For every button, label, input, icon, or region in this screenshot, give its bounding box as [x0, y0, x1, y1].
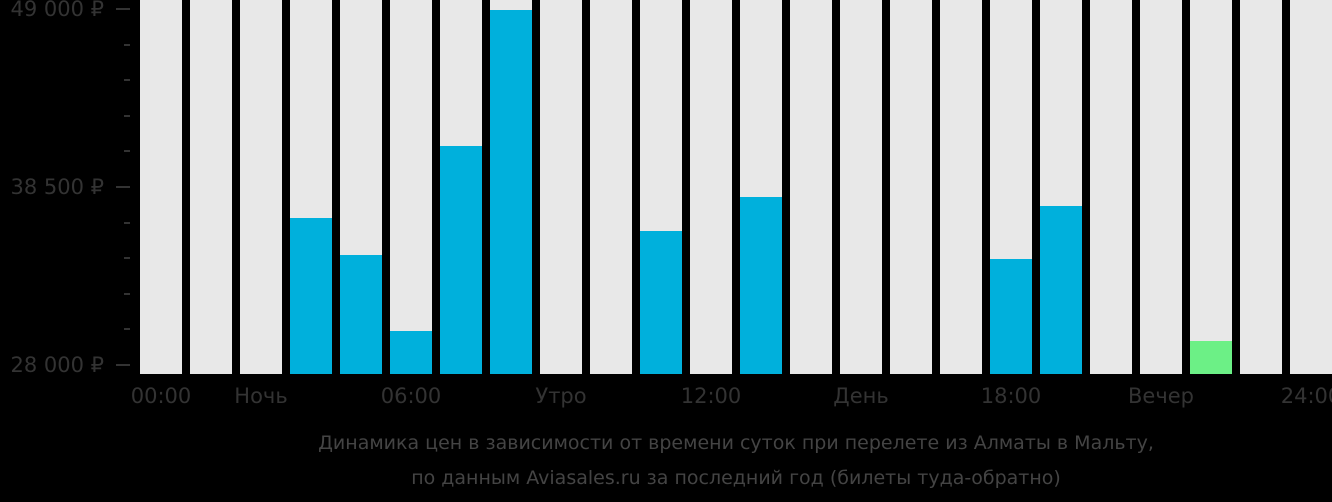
bar-slot-hour-03[interactable] — [290, 0, 332, 374]
bar-price[interactable] — [340, 254, 382, 374]
bar-slot-hour-05[interactable] — [390, 0, 432, 374]
bar-slot-hour-17[interactable] — [990, 0, 1032, 374]
x-tick-label: 06:00 — [380, 384, 442, 408]
y-major-tick — [116, 8, 130, 10]
bar-price[interactable] — [990, 259, 1032, 374]
bar-slot-hour-23[interactable] — [1290, 0, 1332, 374]
bar-slot-hour-09[interactable] — [590, 0, 632, 374]
bar-price[interactable] — [740, 197, 782, 374]
bar-slot-hour-14[interactable] — [840, 0, 882, 374]
y-minor-tick — [124, 292, 130, 295]
y-tick-label: 38 500 ₽ — [10, 175, 104, 199]
bar-slot-hour-10[interactable] — [640, 0, 682, 374]
x-tick-label: Вечер — [1128, 384, 1194, 408]
y-minor-tick — [124, 328, 130, 331]
bar-slot-hour-02[interactable] — [240, 0, 282, 374]
x-tick-label: Ночь — [234, 384, 288, 408]
bar-slot-hour-15[interactable] — [890, 0, 932, 374]
caption-line-2: по данным Aviasales.ru за последний год … — [411, 467, 1061, 489]
x-tick-label: 24:00 — [1280, 384, 1332, 408]
y-minor-tick — [124, 114, 130, 117]
bar-price[interactable] — [640, 231, 682, 374]
x-tick-label: 18:00 — [980, 384, 1042, 408]
bar-slot-hour-13[interactable] — [790, 0, 832, 374]
bar-slot-hour-00[interactable] — [140, 0, 182, 374]
bar-price[interactable] — [390, 331, 432, 374]
bar-min-price[interactable] — [1190, 341, 1232, 374]
bar-slot-hour-06[interactable] — [440, 0, 482, 374]
y-minor-tick — [124, 221, 130, 224]
x-tick-label: 00:00 — [130, 384, 192, 408]
bar-price[interactable] — [290, 217, 332, 374]
bar-price[interactable] — [440, 146, 482, 374]
bar-slot-hour-07[interactable] — [490, 0, 532, 374]
y-minor-tick — [124, 257, 130, 260]
y-major-tick — [116, 186, 130, 188]
bar-slot-hour-19[interactable] — [1090, 0, 1132, 374]
x-tick-label: День — [833, 384, 889, 408]
bar-slot-hour-21[interactable] — [1190, 0, 1232, 374]
caption-line-1: Динамика цен в зависимости от времени су… — [318, 432, 1154, 454]
y-tick-label: 49 000 ₽ — [10, 0, 104, 21]
bar-slot-hour-22[interactable] — [1240, 0, 1282, 374]
y-minor-tick — [124, 43, 130, 46]
bar-slot-hour-12[interactable] — [740, 0, 782, 374]
bar-slot-hour-20[interactable] — [1140, 0, 1182, 374]
y-tick-label: 28 000 ₽ — [10, 353, 104, 377]
x-tick-label: Утро — [535, 384, 587, 408]
bar-slot-hour-01[interactable] — [190, 0, 232, 374]
y-minor-tick — [124, 150, 130, 153]
bar-slot-hour-04[interactable] — [340, 0, 382, 374]
bar-slot-hour-18[interactable] — [1040, 0, 1082, 374]
y-major-tick — [116, 364, 130, 366]
bar-slot-hour-08[interactable] — [540, 0, 582, 374]
bar-price[interactable] — [490, 9, 532, 374]
x-tick-label: 12:00 — [680, 384, 742, 408]
bar-price[interactable] — [1040, 205, 1082, 374]
y-minor-tick — [124, 79, 130, 82]
bar-slot-hour-11[interactable] — [690, 0, 732, 374]
bar-slot-hour-16[interactable] — [940, 0, 982, 374]
